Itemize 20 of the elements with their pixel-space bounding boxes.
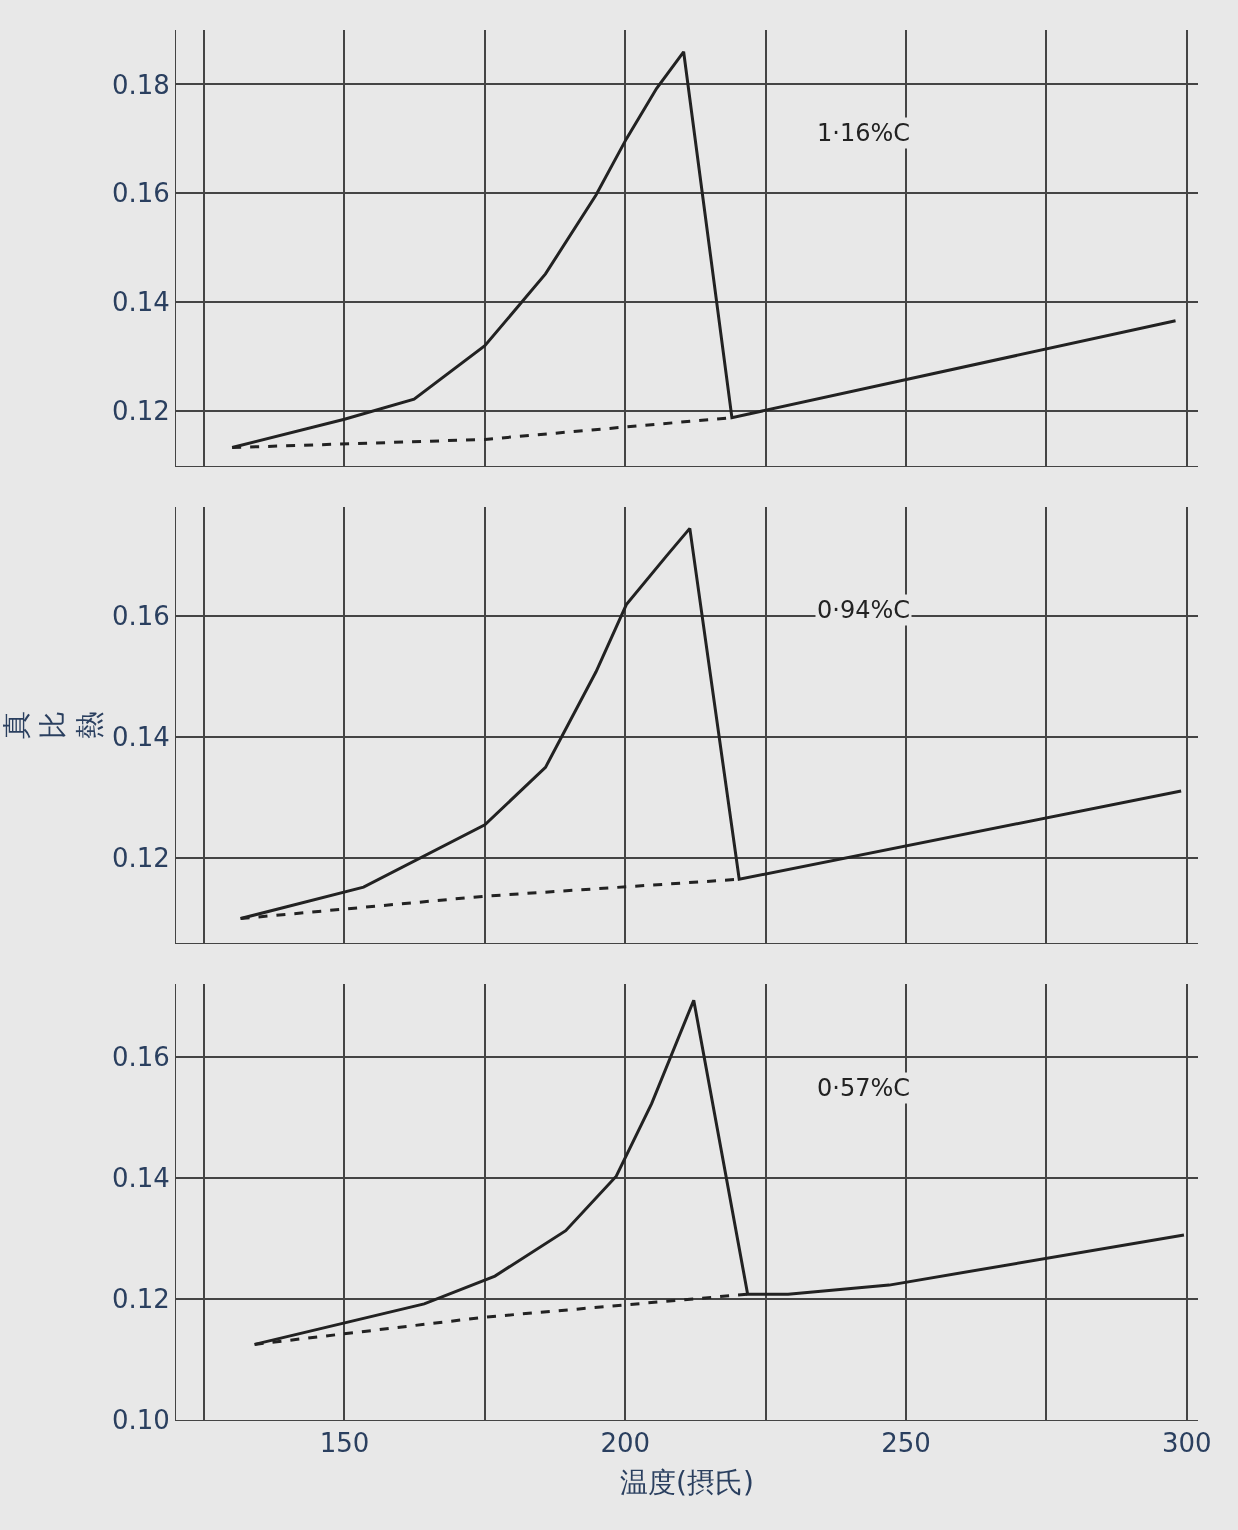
x-tick-label: 250: [881, 1428, 931, 1459]
text: 0·57%C: [817, 1074, 910, 1102]
x-axis-title: 温度(摂氏): [620, 1466, 754, 1500]
y-tick-label: 0.18: [111, 69, 170, 100]
x-tick-label: 300: [1161, 1428, 1212, 1459]
text: 1·16%C: [817, 119, 910, 147]
y-tick-label: 0.14: [111, 722, 170, 753]
y-tick-label: 0.12: [111, 1284, 170, 1315]
y-tick-label: 0.12: [111, 843, 170, 874]
text: 0·94%C: [817, 596, 910, 624]
y-tick-label: 0.16: [111, 1042, 170, 1073]
y-tick-label: 0.12: [111, 396, 170, 427]
y-axis-title: 真比熱: [0, 711, 106, 739]
x-tick-label: 200: [600, 1428, 651, 1459]
y-tick-label: 0.16: [111, 601, 170, 632]
y-tick-label: 0.16: [111, 178, 170, 209]
y-tick-label: 0.14: [111, 287, 170, 318]
y-tick-label: 0.10: [111, 1405, 170, 1436]
x-tick-label: 150: [319, 1428, 370, 1459]
y-tick-label: 0.14: [111, 1163, 170, 1194]
